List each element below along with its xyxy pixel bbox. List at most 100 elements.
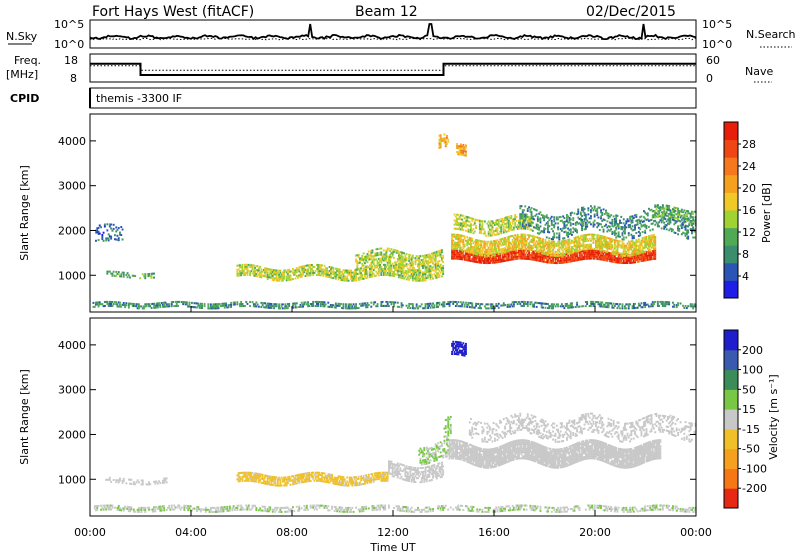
heatmap-cell (237, 272, 240, 275)
heatmap-cell (481, 254, 484, 257)
heatmap-cell (404, 256, 407, 259)
heatmap-cell (159, 505, 162, 508)
heatmap-cell (375, 274, 378, 277)
heatmap-cell (591, 247, 594, 250)
heatmap-cell (337, 304, 340, 307)
heatmap-cell (459, 145, 462, 148)
heatmap-cell (487, 226, 490, 229)
heatmap-cell (543, 256, 546, 259)
heatmap-cell (473, 254, 476, 257)
heatmap-cell (281, 279, 284, 282)
heatmap-cell (519, 225, 522, 228)
heatmap-cell (649, 243, 652, 245)
heatmap-cell (411, 256, 414, 259)
heatmap-cell (399, 254, 402, 257)
heatmap-cell (521, 225, 524, 228)
heatmap-cell (418, 267, 421, 270)
heatmap-cell (398, 270, 400, 273)
heatmap-cell (415, 255, 418, 258)
heatmap-cell (592, 209, 595, 212)
heatmap-cell (411, 277, 414, 280)
heatmap-cell (471, 254, 474, 257)
heatmap-cell (592, 305, 595, 307)
heatmap-cell (649, 239, 652, 241)
heatmap-cell (398, 268, 400, 271)
heatmap-cell (417, 279, 419, 282)
heatmap-cell (150, 508, 153, 511)
heatmap-cell (465, 254, 467, 257)
heatmap-cell (598, 236, 601, 239)
heatmap-cell (411, 266, 414, 269)
heatmap-cell (400, 261, 403, 264)
heatmap-cell (481, 220, 484, 223)
heatmap-cell (471, 229, 474, 232)
heatmap-cell (384, 273, 387, 276)
heatmap-cell (309, 270, 312, 273)
heatmap-cell (520, 205, 523, 208)
heatmap-cell (97, 232, 100, 235)
heatmap-cell (125, 507, 128, 510)
heatmap-cell (651, 216, 654, 219)
heatmap-cell (583, 246, 586, 249)
heatmap-cell (115, 230, 118, 233)
heatmap-cell (279, 271, 282, 274)
heatmap-cell (295, 306, 298, 309)
heatmap-cell (468, 253, 471, 256)
heatmap-cell (324, 273, 327, 276)
heatmap-cell (126, 276, 129, 279)
heatmap-cell (547, 220, 549, 223)
heatmap-cell (507, 237, 510, 240)
heatmap-cell (491, 307, 494, 310)
heatmap-cell (534, 246, 537, 248)
heatmap-cell (535, 301, 538, 304)
heatmap-cell (191, 509, 193, 512)
heatmap-cell (294, 302, 297, 305)
heatmap-cell (495, 219, 498, 222)
heatmap-cell (525, 257, 528, 260)
heatmap-cell (563, 241, 566, 244)
heatmap-cell (539, 219, 542, 222)
heatmap-cell (490, 250, 493, 253)
heatmap-cell (271, 271, 274, 273)
heatmap-cell (645, 240, 648, 242)
heatmap-cell (138, 305, 140, 308)
heatmap-cell (230, 301, 232, 304)
heatmap-cell (684, 211, 687, 214)
heatmap-cell (372, 273, 375, 276)
heatmap-cell (678, 229, 681, 232)
heatmap-cell (478, 259, 481, 262)
heatmap-cell (559, 259, 562, 262)
heatmap-cell (627, 248, 630, 251)
heatmap-cell (264, 269, 267, 272)
heatmap-cell (631, 255, 634, 258)
heatmap-cell (495, 257, 498, 260)
heatmap-cell (472, 256, 475, 259)
heatmap-cell (521, 235, 524, 238)
heatmap-cell (365, 266, 368, 269)
heatmap-cell (417, 307, 419, 310)
heatmap-cell (415, 271, 418, 274)
heatmap-cell (545, 257, 548, 260)
heatmap-cell (625, 220, 628, 223)
heatmap-cell (548, 255, 551, 258)
heatmap-cell (380, 266, 383, 268)
heatmap-cell (500, 252, 503, 255)
heatmap-cell (507, 255, 510, 257)
heatmap-cell (95, 231, 97, 234)
heatmap-cell (622, 226, 625, 229)
heatmap-cell (511, 256, 514, 259)
heatmap-cell (587, 233, 590, 236)
heatmap-cell (655, 208, 658, 211)
heatmap-cell (506, 255, 509, 258)
heatmap-cell (610, 246, 613, 249)
heatmap-cell (310, 272, 313, 274)
heatmap-cell (254, 274, 256, 277)
heatmap-cell (627, 303, 630, 306)
heatmap-cell (343, 277, 346, 280)
heatmap-cell (634, 255, 636, 258)
heatmap-cell (288, 305, 291, 307)
heatmap-cell (398, 254, 400, 257)
heatmap-cell (442, 254, 445, 257)
heatmap-cell (362, 267, 365, 270)
heatmap-cell (470, 231, 472, 234)
